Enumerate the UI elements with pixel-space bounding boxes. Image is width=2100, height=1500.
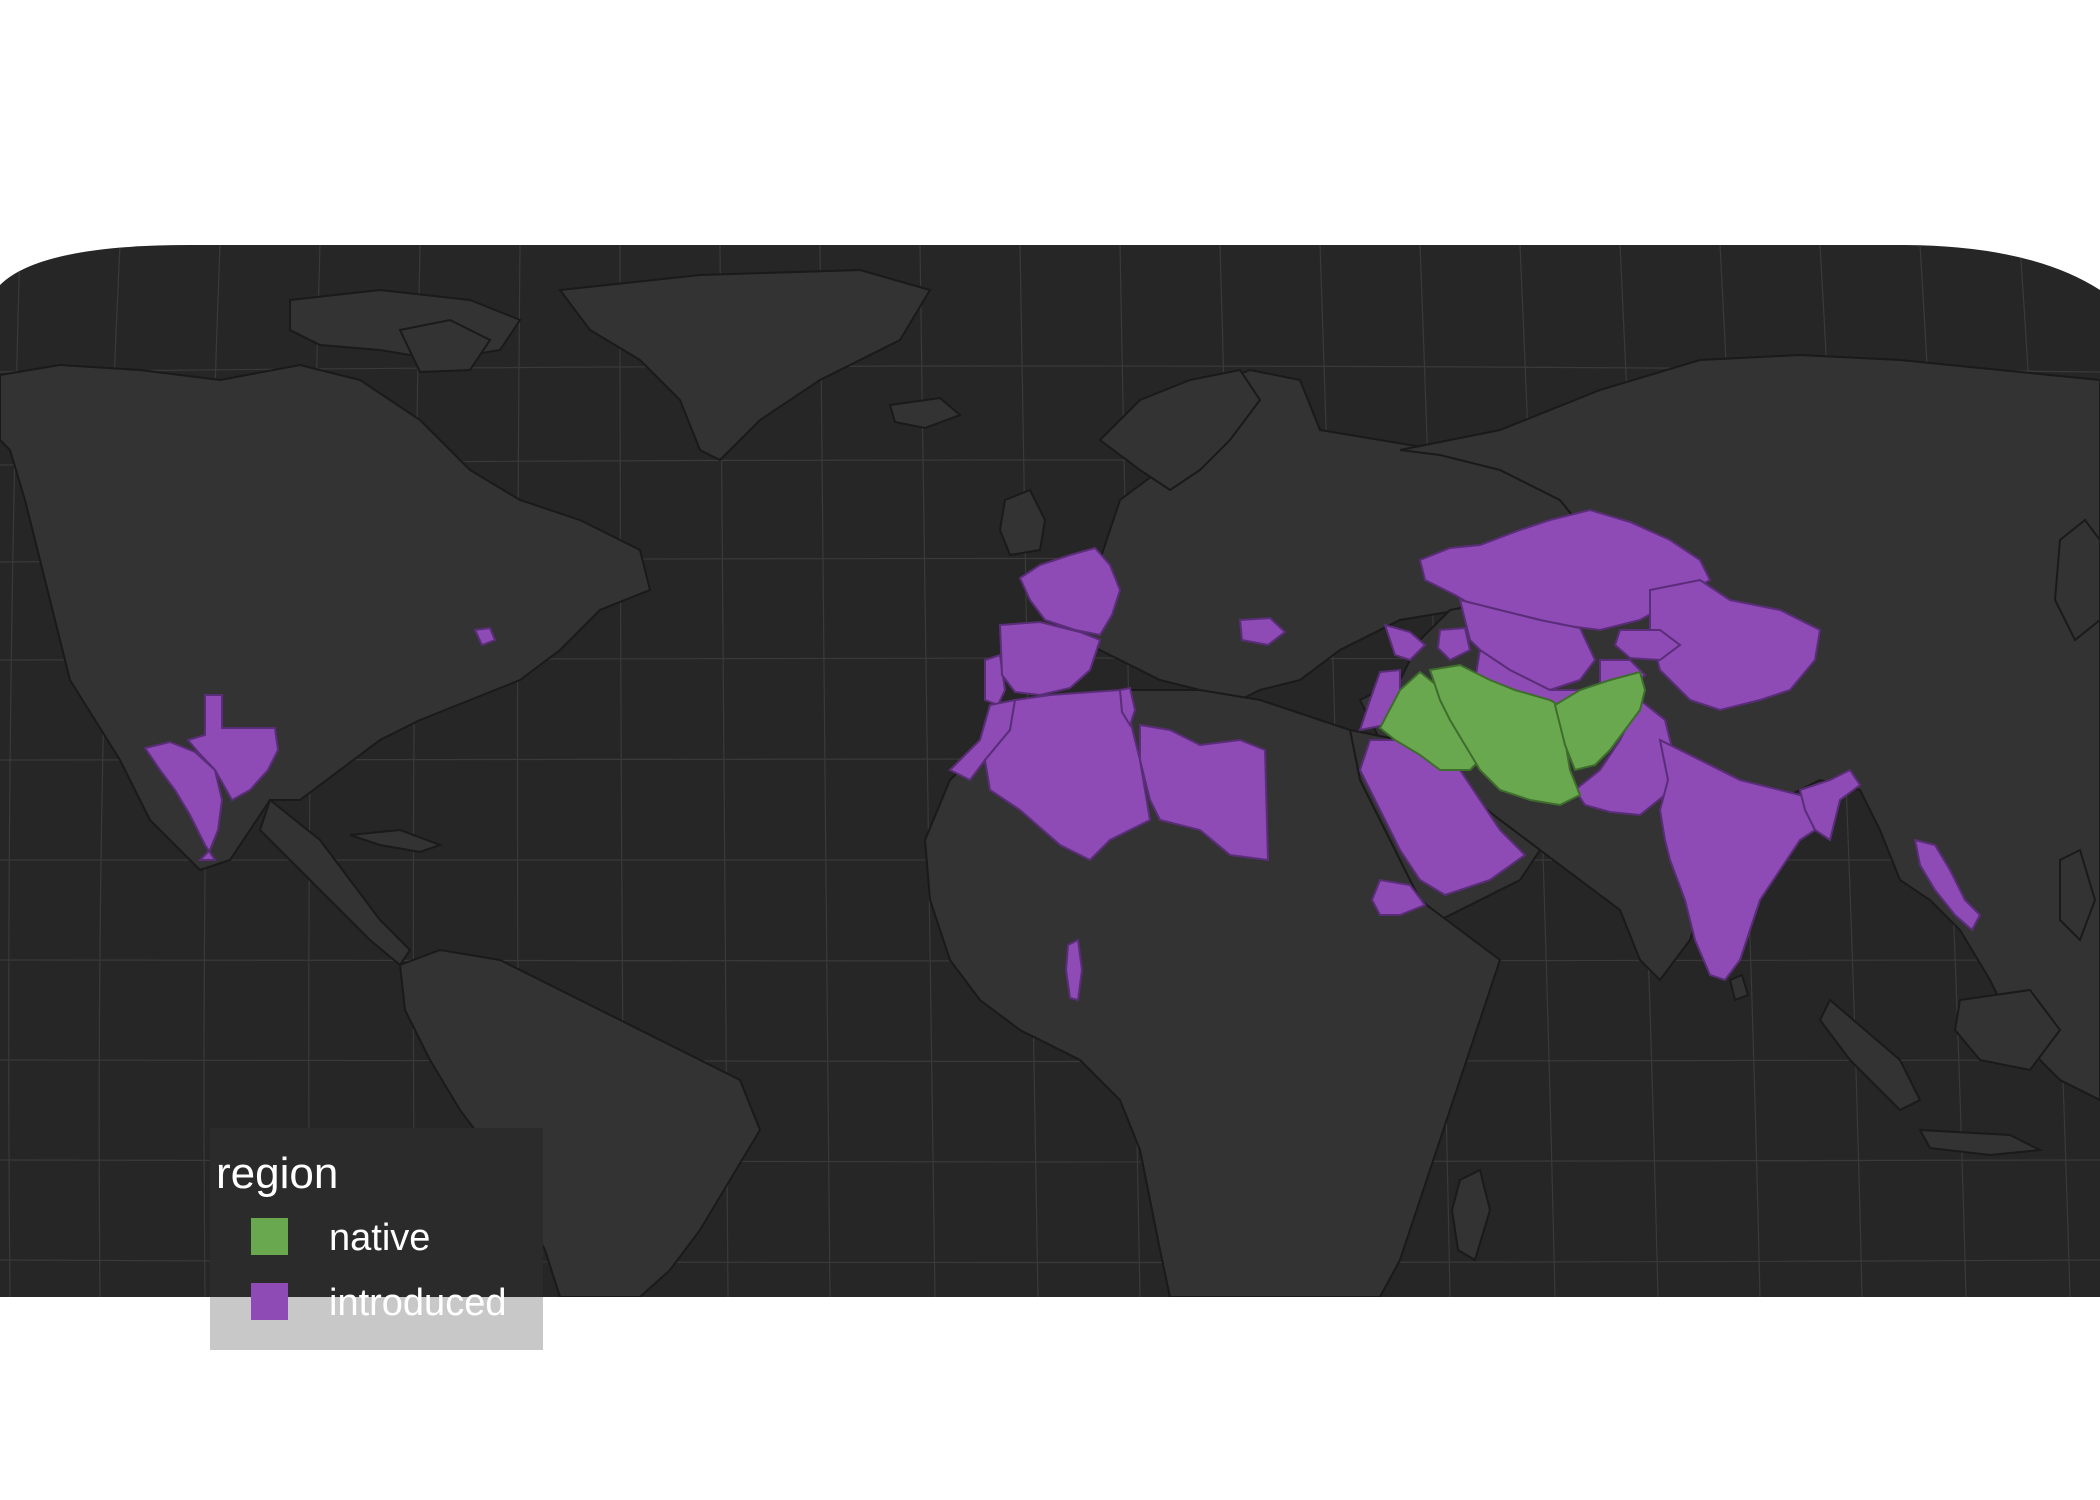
region-togo — [1064, 938, 1084, 1002]
scandinavia — [1098, 368, 1262, 492]
region-spain — [998, 620, 1102, 697]
legend-key-introduced — [251, 1283, 288, 1320]
region-tunisia — [1118, 686, 1137, 728]
region-india — [1658, 738, 1832, 982]
region-yemen — [1370, 878, 1427, 916]
introduced-regions — [143, 508, 1982, 1002]
region-bulgaria — [1238, 616, 1287, 647]
greenland — [558, 268, 932, 462]
region-laos — [1913, 838, 1982, 932]
region-xinjiang — [1649, 578, 1822, 712]
borneo — [1953, 988, 2062, 1072]
region-libya — [1139, 723, 1270, 862]
philippines — [2059, 848, 2097, 942]
japan — [2053, 518, 2100, 642]
region-france — [1018, 546, 1122, 637]
region-iran — [1428, 663, 1582, 807]
java — [1918, 1128, 2044, 1157]
region-kyrgyzstan — [1613, 629, 1682, 662]
legend-label-introduced: introduced — [329, 1282, 506, 1324]
madagascar — [1450, 1168, 1492, 1262]
legend-label-native: native — [329, 1217, 430, 1259]
region-azerbaijan — [1436, 626, 1472, 662]
legend-title: region — [216, 1149, 338, 1198]
legend: region native introduced — [210, 1128, 543, 1350]
legend-key-native — [251, 1218, 288, 1255]
region-mexico — [143, 740, 224, 861]
iceland — [888, 396, 962, 430]
region-new-york — [473, 626, 497, 647]
region-algeria — [983, 688, 1152, 862]
south-america — [398, 948, 762, 1297]
arctic-islands-2 — [398, 318, 492, 374]
legend-panel-dark — [210, 1128, 543, 1298]
region-turkey — [1383, 623, 1427, 662]
region-texas — [186, 694, 280, 802]
region-bangladesh — [1798, 768, 1862, 842]
uk — [998, 488, 1047, 557]
sri-lanka — [1728, 973, 1750, 1002]
region-afghanistan — [1553, 670, 1647, 772]
cuba — [349, 828, 443, 854]
region-portugal — [984, 653, 1007, 707]
native-regions — [1378, 663, 1647, 807]
sumatra — [1818, 998, 1922, 1112]
